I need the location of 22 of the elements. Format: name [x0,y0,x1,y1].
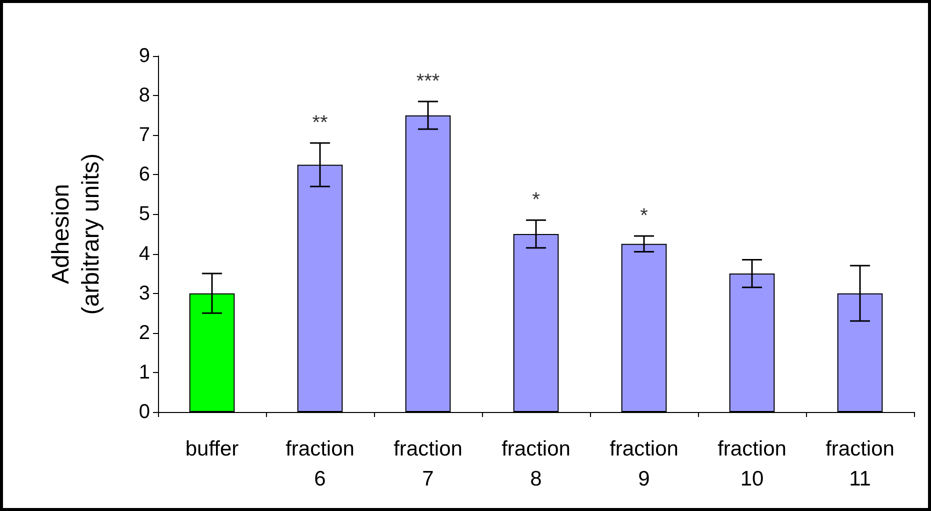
x-tick-label: fraction 9 [610,438,678,490]
x-tick-label: fraction 11 [826,438,894,490]
y-tick-label: 9 [138,45,150,67]
y-tick-label: 8 [138,84,150,107]
y-tick-label: 4 [138,242,150,265]
x-tick-label: fraction 6 [286,438,354,490]
y-tick-label: 6 [138,164,150,186]
y-tick-label: 7 [138,124,150,146]
annotation: *** [416,70,440,92]
y-tick-label: 1 [138,361,150,384]
x-tick-label: buffer [185,438,239,460]
x-tick-label: fraction 8 [502,438,570,490]
x-tick-label: fraction 7 [394,438,462,490]
y-tick-label: 0 [138,401,150,423]
annotation: ** [312,112,328,134]
annotation: * [640,204,648,227]
annotation: * [532,189,540,212]
x-tick-label: fraction 10 [718,438,786,490]
y-tick-label: 2 [138,322,150,344]
y-tick-label: 5 [138,203,150,226]
y-tick-label: 3 [138,282,150,304]
y-axis-title: Adhesion (arbitrary units) [48,153,104,315]
